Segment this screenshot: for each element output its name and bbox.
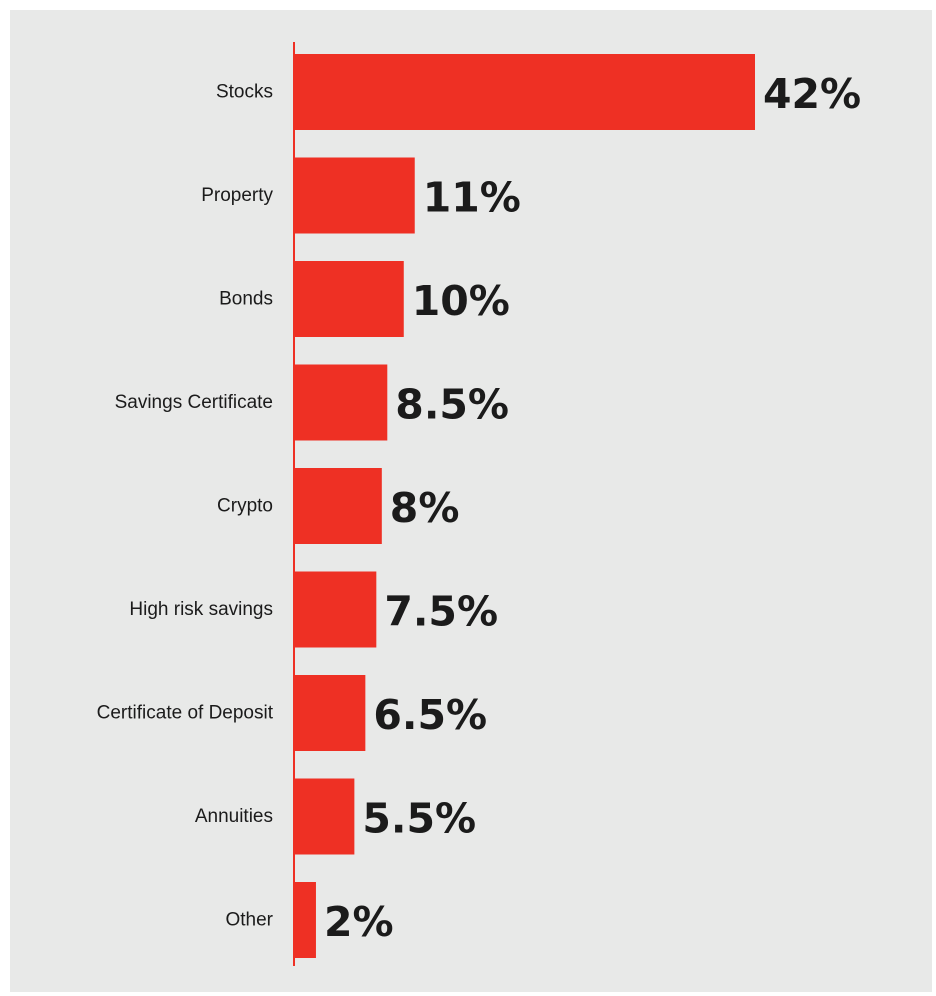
- bar-property: [294, 157, 415, 234]
- bars-group: [294, 54, 755, 958]
- category-label-crypto: Crypto: [217, 496, 273, 517]
- category-label-other: Other: [225, 910, 273, 931]
- category-label-high-risk-savings: High risk savings: [129, 599, 273, 620]
- category-label-bonds: Bonds: [219, 289, 273, 310]
- value-label-crypto: 8%: [390, 484, 460, 532]
- value-label-high-risk-savings: 7.5%: [384, 588, 498, 636]
- category-label-annuities: Annuities: [195, 806, 273, 827]
- value-label-bonds: 10%: [412, 277, 510, 325]
- labels-group: Stocks 42% Property 11% Bonds 10% Savings Cert…: [97, 70, 862, 946]
- bar-high-risk-savings: [294, 571, 377, 648]
- value-label-property: 11%: [423, 174, 521, 222]
- bar-annuities: [294, 778, 355, 855]
- bar-other: [294, 882, 316, 958]
- category-label-savings-certificate: Savings Certificate: [115, 392, 273, 413]
- bar-savings-certificate: [294, 364, 388, 441]
- value-label-savings-certificate: 8.5%: [395, 381, 509, 429]
- value-label-stocks: 42%: [763, 70, 861, 118]
- value-label-other: 2%: [324, 898, 394, 946]
- category-label-stocks: Stocks: [216, 82, 273, 103]
- value-label-annuities: 5.5%: [362, 795, 476, 843]
- chart-panel: [10, 10, 932, 992]
- bar-certificate-of-deposit: [294, 675, 366, 751]
- bar-crypto: [294, 468, 382, 544]
- value-label-certificate-of-deposit: 6.5%: [373, 691, 487, 739]
- bar-bonds: [294, 261, 404, 337]
- bar-stocks: [294, 54, 755, 130]
- category-label-property: Property: [201, 185, 273, 206]
- category-label-certificate-of-deposit: Certificate of Deposit: [97, 703, 274, 724]
